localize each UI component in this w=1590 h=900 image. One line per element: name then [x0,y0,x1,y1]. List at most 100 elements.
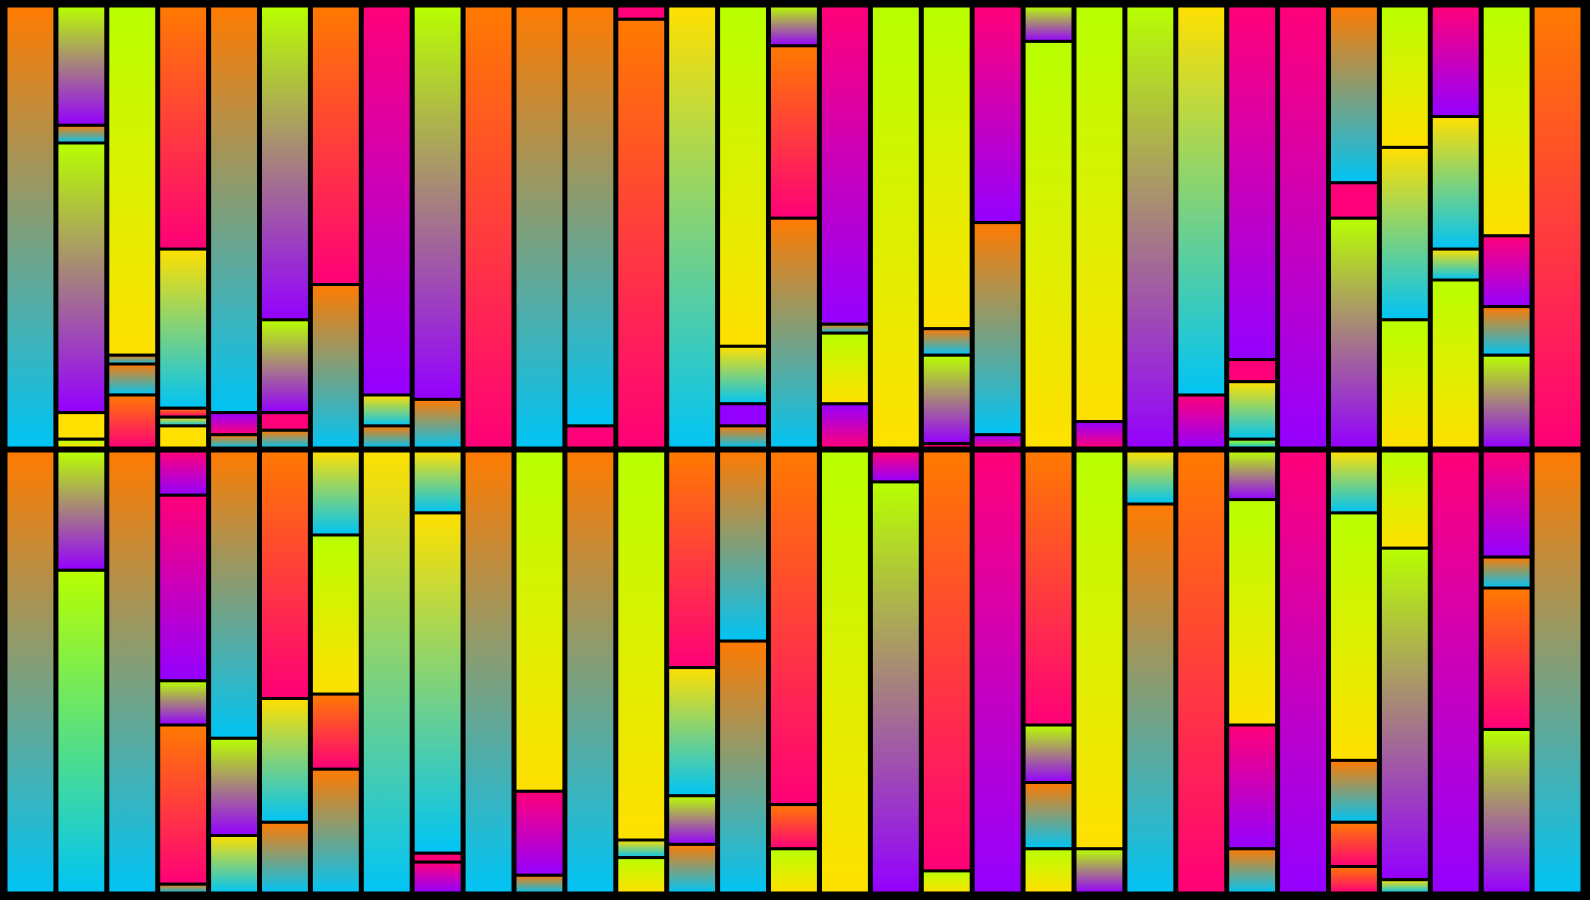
gradient-segment [259,411,311,432]
gradient-segment [1022,4,1075,43]
gradient-segment [513,449,566,793]
gradient-segment [157,882,210,895]
gradient-segment [360,4,413,397]
gradient-segment [411,511,464,855]
gradient-segment [462,4,515,450]
gradient-segment [208,834,261,895]
gradient-segment [4,449,57,895]
gradient-segment [1328,758,1380,824]
gradient-segment [1378,145,1431,322]
gradient-segment [1429,115,1482,251]
gradient-segment [1124,4,1177,450]
gradient-segment [513,873,566,895]
gradient-segment [615,856,668,895]
gradient-segment [666,794,719,846]
gradient-segment [360,393,413,428]
gradient-segment [1226,847,1279,895]
gradient-segment [1226,498,1279,727]
gradient-segment [1124,449,1177,506]
gradient-segment [717,449,769,643]
gradient-segment [106,4,159,357]
gradient-segment [869,449,922,484]
gradient-segment [1022,39,1075,450]
gradient-segment [513,4,566,450]
gradient-segment [208,449,261,740]
gradient-segment [1226,437,1279,450]
gradient-segment [768,44,820,220]
gradient-segment [1429,278,1482,450]
gradient-segment [106,449,159,895]
gradient-segment [55,568,108,895]
gradient-segment [971,449,1024,895]
gradient-segment [819,449,871,895]
gradient-segment [1226,723,1279,851]
gradient-segment [1277,4,1329,450]
gradient-segment [1480,305,1533,357]
gradient-segment [208,4,261,415]
gradient-segment [1378,546,1431,882]
gradient-segment [1429,247,1482,282]
gradient-segment [869,480,922,895]
gradient-segment [1226,4,1279,362]
gradient-segment [1480,586,1533,731]
gradient-segment [819,402,871,450]
gradient-segment [157,493,210,683]
gradient-segment [768,803,820,851]
gradient-segment [1328,820,1380,868]
gradient-segment [666,4,719,450]
gradient-segment [819,4,871,326]
gradient-segment [259,428,311,450]
gradient-segment [157,723,210,886]
gradient-segment [1073,4,1126,423]
gradient-segment [1328,181,1380,220]
gradient-segment [1073,449,1126,851]
gradient-segment [259,820,311,895]
gradient-segment [259,697,311,824]
gradient-segment [1226,380,1279,441]
gradient-segment [1480,449,1533,559]
gradient-segment [564,449,617,895]
gradient-segment [1073,420,1126,450]
gradient-segment [4,4,57,450]
gradient-segment [1429,4,1482,118]
gradient-segment [55,4,108,127]
gradient-segment [1328,4,1380,185]
gradient-segment [55,123,108,145]
gradient-segment [1175,4,1228,397]
gradient-segment [869,4,922,450]
gradient-segment [55,437,108,450]
gradient-segment [1378,878,1431,895]
gradient-segment [1480,353,1533,450]
gradient-segment [615,17,668,450]
gradient-segment [717,402,769,428]
gradient-segment [564,424,617,450]
gradient-segment [309,692,362,771]
gradient-segment [920,4,973,331]
gradient-segment [157,247,210,410]
gradient-segment [666,449,719,670]
gradient-segment [208,433,261,450]
gradient-segment [717,344,769,406]
gradient-segment [513,789,566,877]
gradient-segment [157,449,210,497]
gradient-segment [106,393,159,450]
gradient-segment [1480,728,1533,895]
gradient-segment [1378,4,1431,149]
gradient-segment [920,442,973,450]
gradient-segment [717,639,769,895]
gradient-segment [1022,781,1075,851]
gradient-segment [1022,449,1075,727]
gradient-segment [768,847,820,895]
gradient-segment [615,4,668,21]
gradient-segment [309,533,362,696]
gradient-segment [1378,449,1431,550]
gradient-segment [768,449,820,807]
gradient-segment [1328,865,1380,895]
gradient-segment [615,838,668,860]
gradient-segment [1378,318,1431,450]
gradient-segment [819,331,871,406]
gradient-segment [462,449,515,895]
gradient-segment [309,767,362,895]
gradient-segment [1226,449,1279,502]
